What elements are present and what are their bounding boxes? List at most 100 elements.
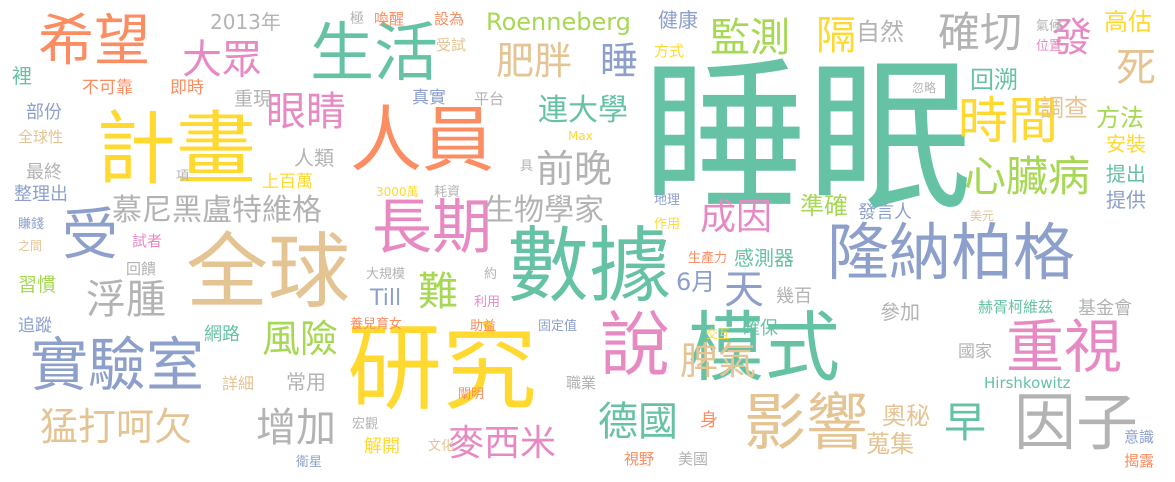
- word-dili: 地理: [654, 193, 681, 208]
- word-moshi: 模式: [688, 303, 840, 392]
- word-huanxing: 喚醒: [374, 10, 405, 28]
- word-zhongxian: 重現: [234, 88, 273, 110]
- word-meiguo: 美國: [678, 450, 709, 468]
- word-ji: 極: [350, 11, 364, 27]
- word-jiankang: 健康: [658, 8, 698, 32]
- word-xiwang: 希望: [38, 9, 150, 74]
- word-xiangxi: 詳細: [222, 374, 255, 393]
- word-shiyanshi: 實驗室: [30, 331, 205, 399]
- word-jiaohu: 交互: [706, 327, 731, 341]
- word-zhiye: 職業: [566, 374, 597, 392]
- word-chengyin: 成因: [700, 197, 773, 238]
- word-till: Till: [370, 286, 402, 311]
- word-daguimo: 大規模: [366, 267, 406, 282]
- word-ziran: 自然: [856, 18, 904, 46]
- word-shengchanli: 生產力: [688, 251, 728, 266]
- word-fa: 發: [1052, 15, 1092, 61]
- word-liandaxue: 連大學: [538, 93, 628, 128]
- word-anzhuang: 安裝: [1106, 132, 1146, 156]
- word-shuju: 數據: [507, 219, 672, 314]
- word-weizhi: 位置: [1036, 39, 1063, 54]
- word-zuoyong: 作用: [654, 217, 681, 232]
- word-ge: 隔: [816, 13, 856, 59]
- word-zhuizong: 追蹤: [18, 316, 52, 336]
- word-hirshkowitz: Hirshkowitz: [984, 374, 1071, 392]
- word-souji: 蒐集: [866, 430, 914, 458]
- word-shui: 睡: [600, 39, 639, 83]
- word-jihua: 計畫: [96, 103, 256, 196]
- word-huikui: 回饋: [126, 260, 157, 278]
- word-zengjia: 增加: [256, 405, 336, 451]
- word-weixing: 衛星: [296, 455, 323, 470]
- word-fuzhong: 浮腫: [86, 277, 166, 323]
- word-meiyuan: 美元: [970, 209, 995, 223]
- word-fangshi: 方式: [654, 42, 685, 60]
- word-canjia: 參加: [880, 300, 920, 324]
- word-6yue: 6月: [676, 268, 716, 296]
- word-tian: 天: [724, 267, 764, 313]
- word-changqi: 長期: [372, 193, 492, 263]
- word-gudingzhi: 固定值: [538, 319, 578, 334]
- word-tichu: 提出: [1106, 162, 1146, 186]
- word-mengda: 猛打呵欠: [40, 405, 193, 449]
- word-zhuyi: 助益: [470, 319, 497, 334]
- word-shangbaiwan: 上百萬: [262, 172, 313, 192]
- word-jibai: 幾百: [776, 286, 812, 307]
- word-shenghuo: 生活: [310, 17, 438, 91]
- word-zhunque: 準確: [800, 192, 848, 220]
- word-hulue: 忽略: [912, 81, 937, 95]
- word-deguo: 德國: [598, 399, 678, 445]
- word-ganceqi: 感測器: [734, 246, 794, 270]
- word-max: Max: [568, 129, 593, 143]
- word-shoushi: 受試: [436, 36, 467, 54]
- word-yanjing: 眼睛: [266, 89, 346, 135]
- word-zhuanqian: 賺錢: [18, 217, 45, 232]
- word-maiximi: 麥西米: [448, 423, 557, 464]
- word-guojia: 國家: [958, 342, 992, 362]
- word-bukekao: 不可靠: [82, 78, 133, 98]
- word-shen: 身: [700, 410, 718, 431]
- word-yanjiu: 研究: [347, 314, 538, 424]
- word-hongguan: 宏觀: [352, 417, 379, 432]
- word-diaocha: 調查: [1040, 94, 1088, 122]
- word-gaogu: 高估: [1104, 8, 1152, 36]
- word-yinzi: 因子: [1014, 386, 1139, 459]
- word-yanger: 養兒育女: [350, 317, 403, 332]
- word-qianwan: 前晚: [536, 147, 613, 191]
- word-quanqiuxing: 全球性: [18, 128, 64, 146]
- word-ju: 具: [520, 159, 534, 174]
- word-shengwuxuejia: 生物學家: [484, 193, 604, 228]
- word-2013: 2013年: [210, 10, 281, 34]
- word-shou: 受: [62, 203, 118, 268]
- word-wenhua: 文化: [428, 439, 455, 454]
- word-bufen: 部份: [26, 102, 62, 123]
- word-chanming: 闡明: [458, 387, 485, 402]
- word-fangfa: 方法: [1096, 104, 1144, 132]
- word-shuo: 說: [600, 304, 670, 386]
- word-renlei: 人類: [294, 146, 334, 170]
- word-xiang: 項: [176, 169, 190, 184]
- word-qihou: 氣候: [1036, 19, 1063, 34]
- word-li: 裡: [12, 64, 32, 88]
- word-zhenshi: 真實: [412, 88, 446, 108]
- word-queqie: 確切: [938, 8, 1023, 57]
- word-shizhe: 試者: [132, 232, 163, 250]
- word-tigong: 提供: [1106, 188, 1146, 212]
- word-quebao: 確保: [742, 318, 778, 339]
- word-roenneberg: Roenneberg: [486, 8, 631, 36]
- word-shewei: 設為: [434, 10, 465, 28]
- word-xiguan: 習慣: [18, 274, 57, 296]
- word-hexu: 赫胥柯維茲: [978, 298, 1054, 316]
- word-fayanren: 發言人: [858, 202, 912, 223]
- word-changyong: 常用: [286, 370, 326, 394]
- word-shuimian: 睡眠: [642, 42, 972, 234]
- word-renyuan: 人員: [350, 98, 495, 182]
- word-longnabaige: 隆納柏格: [827, 216, 1076, 289]
- word-fengxian: 風險: [262, 317, 339, 361]
- word-zhongshi: 重視: [1006, 313, 1123, 381]
- word-zuizhong: 最終: [26, 162, 62, 183]
- word-haozi: 耗資: [434, 185, 461, 200]
- word-jijinhui: 基金會: [1078, 298, 1132, 319]
- word-yue: 約: [484, 267, 498, 282]
